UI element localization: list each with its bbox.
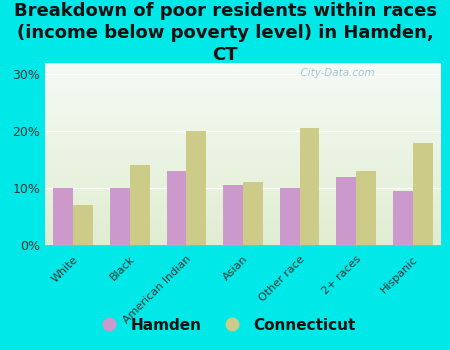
Bar [110, 188, 130, 245]
Bar [393, 191, 413, 245]
Bar [73, 205, 93, 245]
Bar [336, 177, 356, 245]
Bar [413, 143, 432, 245]
Bar [280, 188, 300, 245]
Bar [54, 188, 73, 245]
Bar [186, 131, 206, 245]
Bar [223, 185, 243, 245]
Text: City-Data.com: City-Data.com [294, 69, 375, 78]
Bar [300, 128, 319, 245]
Legend: Hamden, Connecticut: Hamden, Connecticut [88, 312, 362, 339]
Text: Breakdown of poor residents within races
(income below poverty level) in Hamden,: Breakdown of poor residents within races… [14, 2, 436, 64]
Bar [130, 166, 150, 245]
Bar [243, 182, 263, 245]
Bar [166, 171, 186, 245]
Bar [356, 171, 376, 245]
